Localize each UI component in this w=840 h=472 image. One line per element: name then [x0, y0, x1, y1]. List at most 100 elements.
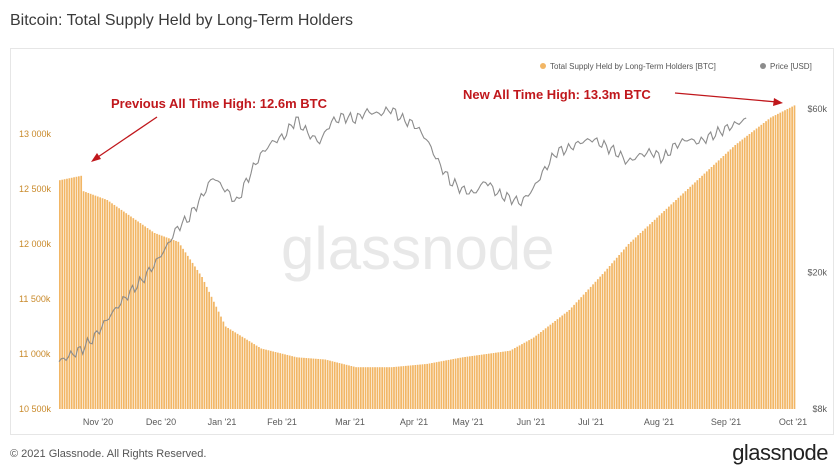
- bar: [141, 224, 144, 409]
- legend-dot-price: [760, 63, 766, 69]
- bar: [435, 362, 438, 409]
- bar: [466, 356, 469, 409]
- bar: [355, 367, 357, 409]
- bar: [362, 367, 365, 409]
- bar: [120, 209, 123, 409]
- bar: [765, 121, 767, 410]
- bar: [293, 356, 296, 409]
- bar: [632, 239, 635, 409]
- bar: [596, 279, 599, 409]
- bar: [222, 321, 225, 409]
- bar: [623, 249, 625, 409]
- annotation-arrow-previous: [94, 116, 158, 160]
- bar: [670, 204, 673, 409]
- bar: [198, 273, 201, 409]
- bar: [224, 326, 227, 409]
- bar: [175, 240, 177, 409]
- bar: [464, 356, 466, 409]
- bar: [549, 324, 552, 409]
- bar: [459, 357, 462, 409]
- bar: [547, 326, 549, 409]
- bar: [194, 266, 196, 409]
- bar: [336, 362, 338, 409]
- bar: [125, 213, 128, 409]
- bar: [407, 365, 410, 409]
- bar: [404, 365, 407, 409]
- bar: [679, 195, 682, 409]
- bar: [274, 352, 277, 409]
- bar: [599, 276, 602, 409]
- bar: [179, 245, 182, 409]
- bar: [412, 365, 414, 409]
- bar: [269, 350, 272, 409]
- y-tick-label: 10 500k: [19, 404, 52, 414]
- bar: [473, 355, 476, 409]
- bar: [793, 105, 796, 410]
- bar: [213, 301, 215, 409]
- legend-label-ltlh: Total Supply Held by Long-Term Holders […: [550, 62, 716, 71]
- bar: [542, 330, 545, 409]
- bar: [454, 358, 457, 409]
- x-tick-label: Feb '21: [267, 417, 297, 427]
- x-tick-label: May '21: [452, 417, 483, 427]
- bar: [284, 354, 286, 409]
- bar: [132, 218, 135, 409]
- bar: [777, 113, 779, 410]
- bar: [641, 230, 644, 409]
- bar: [660, 213, 663, 409]
- bar: [606, 268, 609, 409]
- bar: [705, 171, 708, 409]
- bar: [461, 357, 464, 409]
- bar: [767, 119, 770, 409]
- bar: [450, 359, 452, 409]
- bar: [96, 196, 99, 409]
- bar: [686, 189, 689, 409]
- bar: [452, 359, 455, 409]
- y-right-tick-label: $60k: [807, 104, 827, 114]
- x-tick-label: Mar '21: [335, 417, 365, 427]
- bar: [82, 191, 85, 409]
- bar: [231, 330, 234, 409]
- annotation-arrow-new: [674, 92, 778, 103]
- bar: [544, 328, 547, 409]
- bar: [694, 182, 696, 409]
- bar: [476, 355, 478, 409]
- bar: [506, 351, 509, 409]
- bar: [61, 179, 64, 409]
- bar: [144, 226, 147, 409]
- chart-svg: glassnode Nov '20 Dec '20 Jan '21 Feb '21 Ma…: [19, 62, 827, 427]
- bar: [613, 260, 616, 409]
- bar: [713, 164, 715, 409]
- bar: [551, 322, 554, 409]
- bar: [774, 115, 777, 409]
- bar: [689, 186, 692, 409]
- bar: [241, 336, 244, 409]
- bar: [322, 359, 324, 409]
- bar: [753, 130, 756, 409]
- bar: [139, 223, 142, 409]
- bar: [265, 349, 267, 409]
- bar: [160, 235, 163, 409]
- bar: [762, 123, 765, 409]
- bar: [760, 124, 763, 409]
- bar: [300, 357, 303, 409]
- bar: [220, 316, 222, 409]
- bar: [186, 255, 189, 409]
- bar: [215, 306, 218, 409]
- bar: [630, 241, 632, 409]
- bar: [703, 173, 706, 409]
- bar: [75, 176, 78, 409]
- bar: [153, 233, 156, 409]
- bar: [369, 367, 372, 409]
- bar: [165, 237, 168, 409]
- bar: [191, 262, 194, 409]
- bar: [66, 178, 68, 409]
- y-right-tick-label: $8k: [812, 404, 827, 414]
- legend-dot-ltlh: [540, 63, 546, 69]
- bar: [471, 355, 474, 409]
- bar: [348, 365, 350, 409]
- bar: [495, 352, 497, 409]
- bar: [727, 151, 729, 409]
- bar: [668, 206, 670, 409]
- bar: [279, 353, 282, 409]
